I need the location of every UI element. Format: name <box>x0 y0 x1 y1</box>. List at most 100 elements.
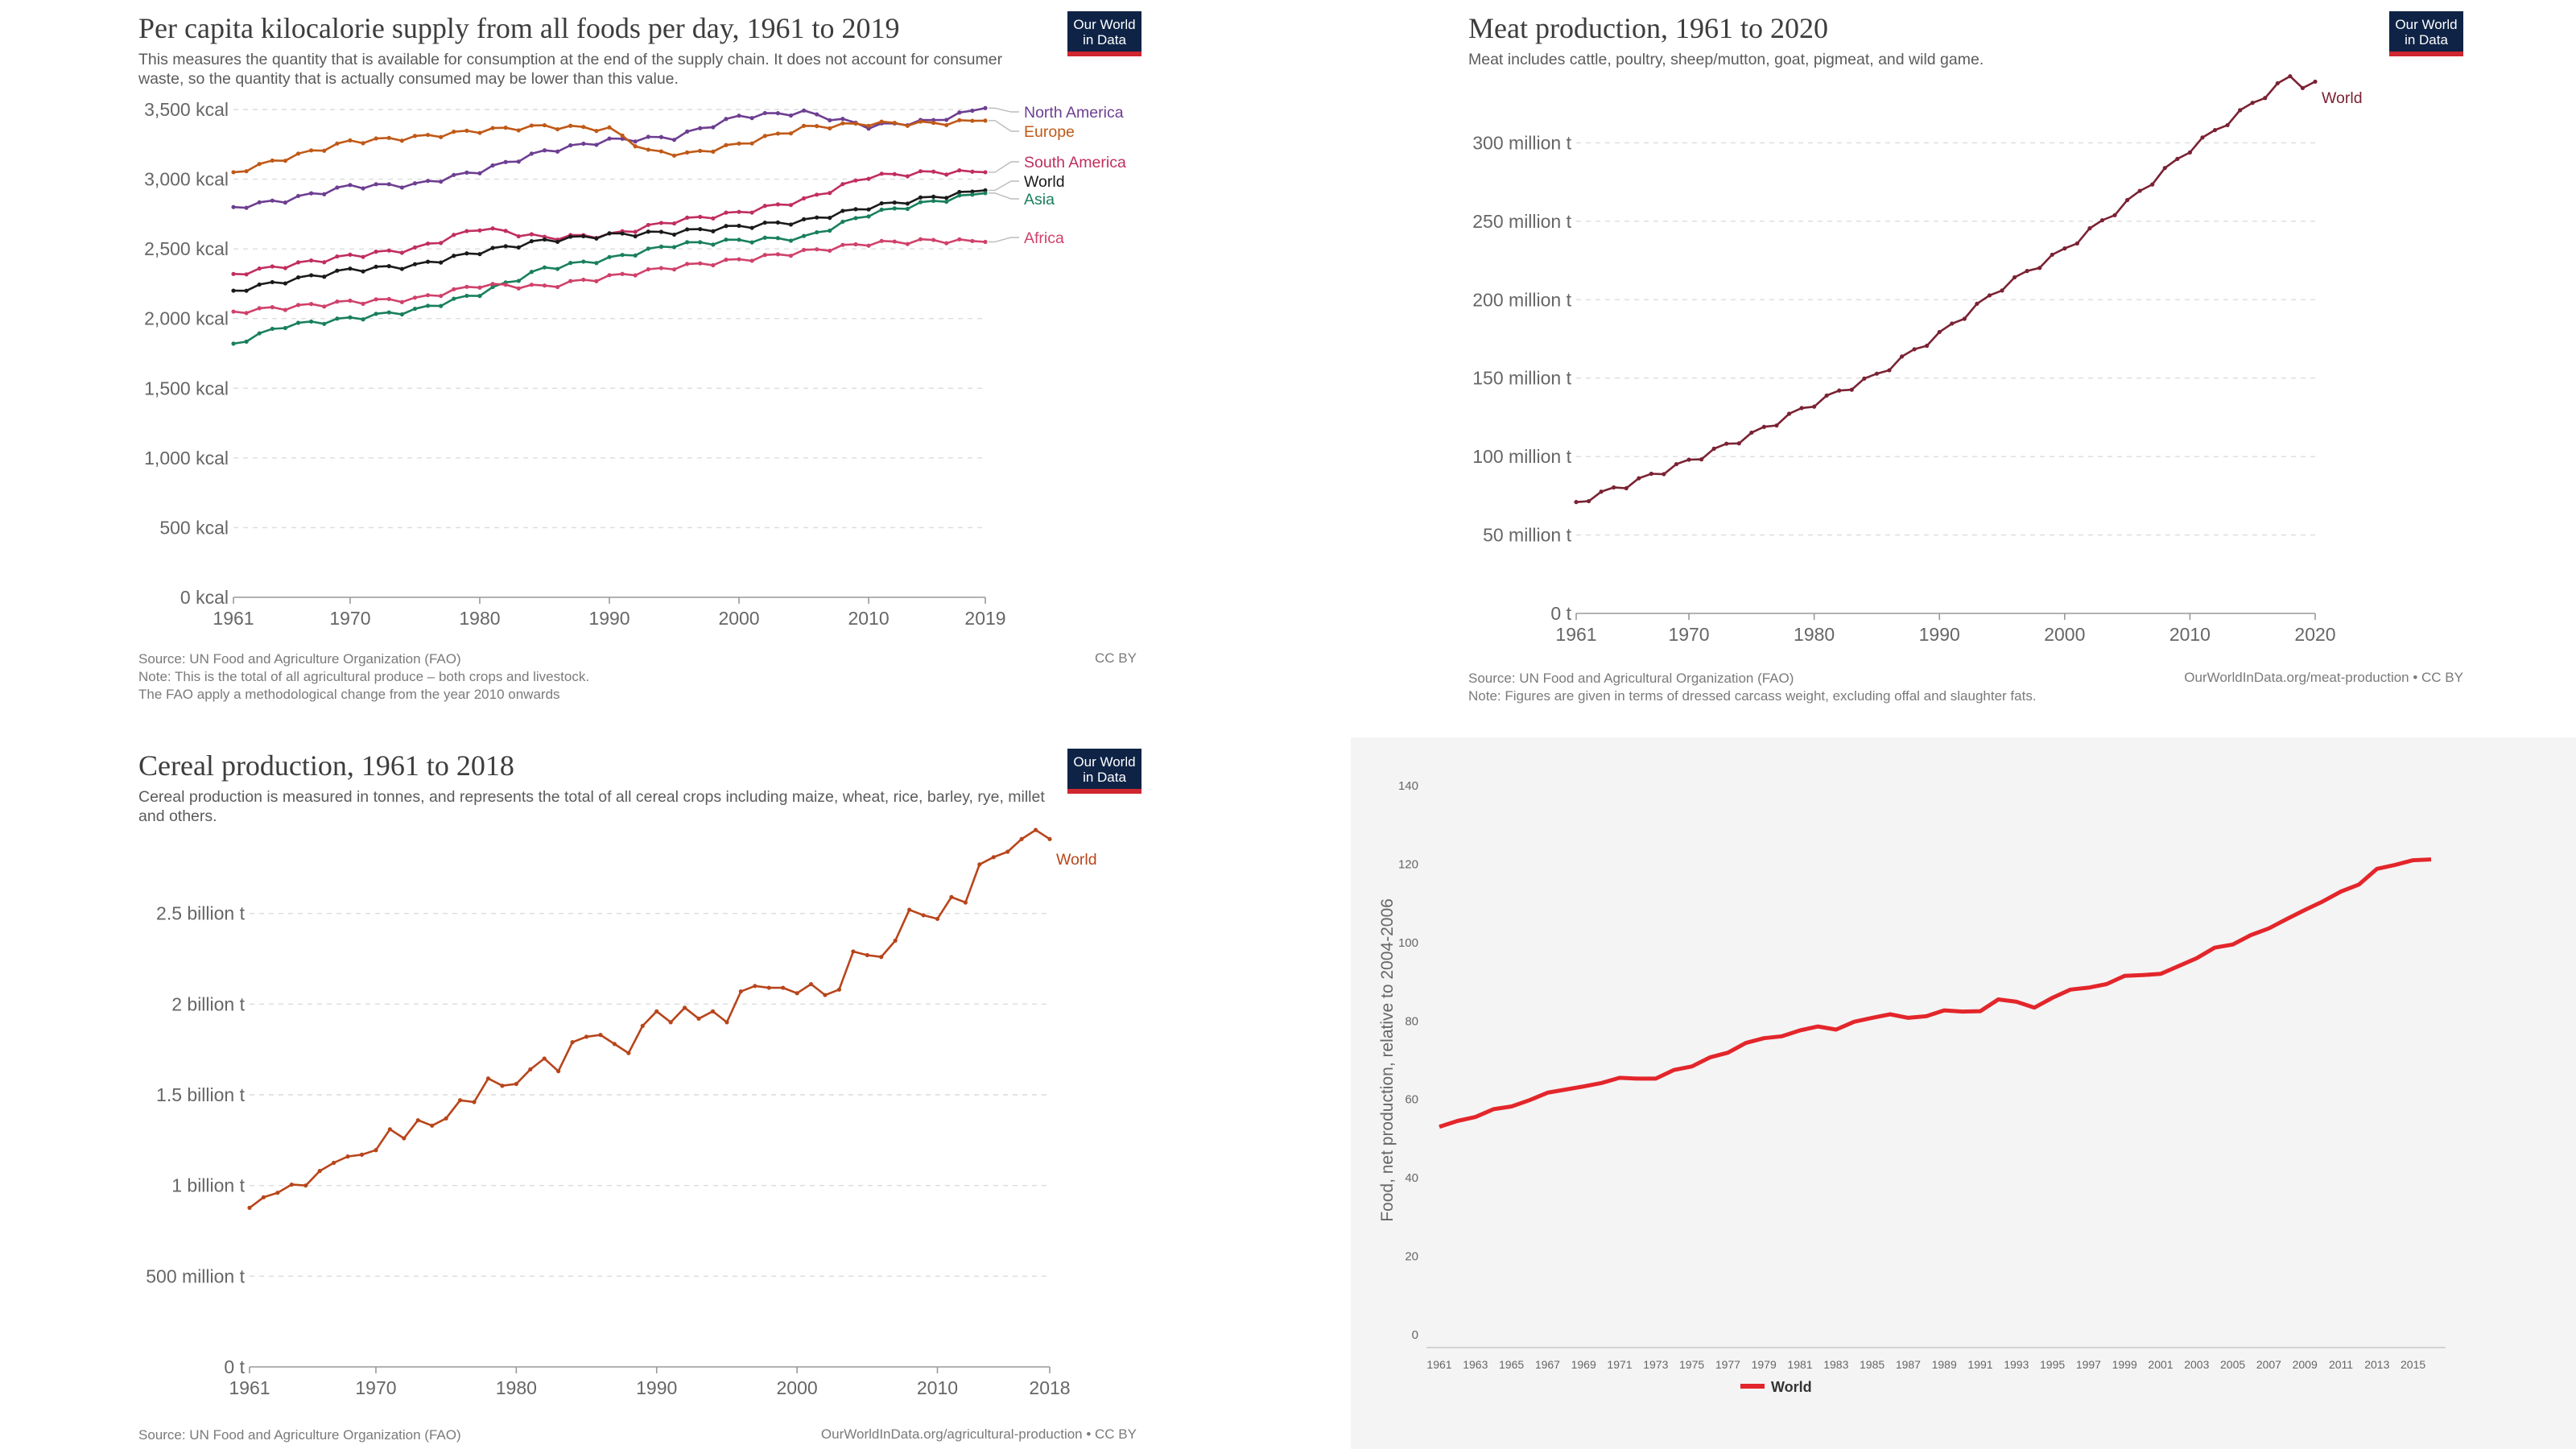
data-point <box>1699 457 1704 462</box>
data-point <box>374 182 378 187</box>
x-tick-label: 1969 <box>1571 1358 1596 1371</box>
cereal-chart: 0 t 500 million t 1 billion t 1.5 billion t… <box>146 828 1097 1398</box>
kcal-license[interactable]: CC BY <box>1095 650 1137 666</box>
data-point <box>970 108 975 114</box>
data-point <box>931 194 936 199</box>
data-point <box>1662 472 1666 477</box>
data-point <box>724 224 729 229</box>
data-point <box>931 237 936 242</box>
data-point <box>1812 404 1817 409</box>
data-point <box>685 215 690 220</box>
data-point <box>840 219 845 225</box>
data-point <box>244 311 249 316</box>
data-point <box>412 134 418 138</box>
data-point <box>412 295 418 300</box>
data-point <box>698 214 703 219</box>
owid-logo[interactable]: Our World in Data <box>1067 11 1141 56</box>
owid-logo[interactable]: Our World in Data <box>2389 11 2463 56</box>
data-point <box>374 297 378 302</box>
data-point <box>633 139 638 144</box>
legend-connector <box>989 161 1019 173</box>
data-point <box>775 252 780 257</box>
data-point <box>361 317 365 322</box>
x-tick-label: 1970 <box>355 1377 396 1398</box>
data-point <box>361 301 365 306</box>
x-tick-label: 1970 <box>1668 624 1709 645</box>
data-point <box>658 229 664 234</box>
data-point <box>464 128 469 134</box>
data-point <box>711 262 716 268</box>
data-point <box>671 232 677 237</box>
data-point <box>840 117 845 122</box>
cereal-subtitle: Cereal production is measured in tonnes,… <box>138 788 1045 825</box>
data-point <box>594 261 599 266</box>
data-point <box>944 118 949 122</box>
data-point <box>399 138 404 143</box>
data-point <box>2050 252 2054 258</box>
y-tick-label: 2.5 billion t <box>156 903 246 924</box>
data-point <box>892 171 897 176</box>
data-point <box>654 1009 659 1013</box>
data-point <box>970 118 975 123</box>
data-point <box>257 282 262 287</box>
owid-logo[interactable]: Our World in Data <box>1067 749 1141 794</box>
data-point <box>711 149 716 154</box>
data-point <box>309 191 314 196</box>
data-point <box>815 215 819 220</box>
data-point <box>2074 241 2079 246</box>
data-point <box>503 244 508 249</box>
data-point <box>2212 127 2218 133</box>
x-tick-label: 2019 <box>964 608 1005 629</box>
data-point <box>766 985 771 990</box>
data-point <box>485 1076 491 1081</box>
data-point <box>464 293 469 299</box>
data-point <box>361 186 365 191</box>
data-point <box>991 855 996 860</box>
data-point <box>866 243 871 248</box>
data-point <box>490 246 495 250</box>
data-point <box>853 242 858 247</box>
data-point <box>957 189 962 195</box>
data-point <box>472 1100 477 1104</box>
x-tick-label: 2007 <box>2256 1358 2281 1371</box>
data-point <box>386 310 391 315</box>
data-point <box>840 242 845 247</box>
series-line-world <box>249 828 1051 1209</box>
data-point <box>633 229 638 234</box>
cereal-source: Source: UN Food and Agriculture Organiza… <box>138 1427 461 1443</box>
legend-label-europe: Europe <box>1024 123 1075 141</box>
data-point <box>724 142 729 147</box>
data-point <box>788 131 794 136</box>
data-point <box>646 147 650 152</box>
x-tick-label: 1963 <box>1463 1358 1488 1371</box>
data-point <box>823 993 828 997</box>
data-point <box>594 142 599 147</box>
data-point <box>801 247 807 253</box>
data-point <box>581 277 586 283</box>
kcal-source: Source: UN Food and Agriculture Organiza… <box>138 651 590 702</box>
data-point <box>464 284 469 289</box>
data-point <box>555 126 560 132</box>
meat-license[interactable]: OurWorldInData.org/meat-production • CC … <box>2184 670 2463 685</box>
data-point <box>1849 387 1854 392</box>
data-point <box>257 306 262 311</box>
data-point <box>503 283 508 287</box>
legend-label-world: World <box>1056 851 1097 869</box>
data-point <box>275 1191 280 1195</box>
y-tick-label: 3,500 kcal <box>144 99 229 120</box>
kcal-title: Per capita kilocalorie supply from all f… <box>138 12 900 44</box>
legend-label-south-america: South America <box>1024 154 1126 171</box>
data-point <box>698 226 703 232</box>
data-point <box>1047 836 1052 841</box>
data-point <box>762 220 767 225</box>
data-point <box>957 237 962 242</box>
x-tick-label: 2009 <box>2293 1358 2318 1371</box>
legend-label-world: World <box>1024 173 1065 191</box>
food-index-chart: 0 20 40 60 80 100 120 140 1961 1963 1965 1967 1969 19… <box>1378 779 2446 1395</box>
data-point <box>2300 85 2306 90</box>
meat-title: Meat production, 1961 to 2020 <box>1468 12 1828 44</box>
data-point <box>970 189 975 194</box>
cereal-license[interactable]: OurWorldInData.org/agricultural-producti… <box>820 1426 1137 1442</box>
data-point <box>737 237 741 242</box>
data-point <box>283 325 288 331</box>
